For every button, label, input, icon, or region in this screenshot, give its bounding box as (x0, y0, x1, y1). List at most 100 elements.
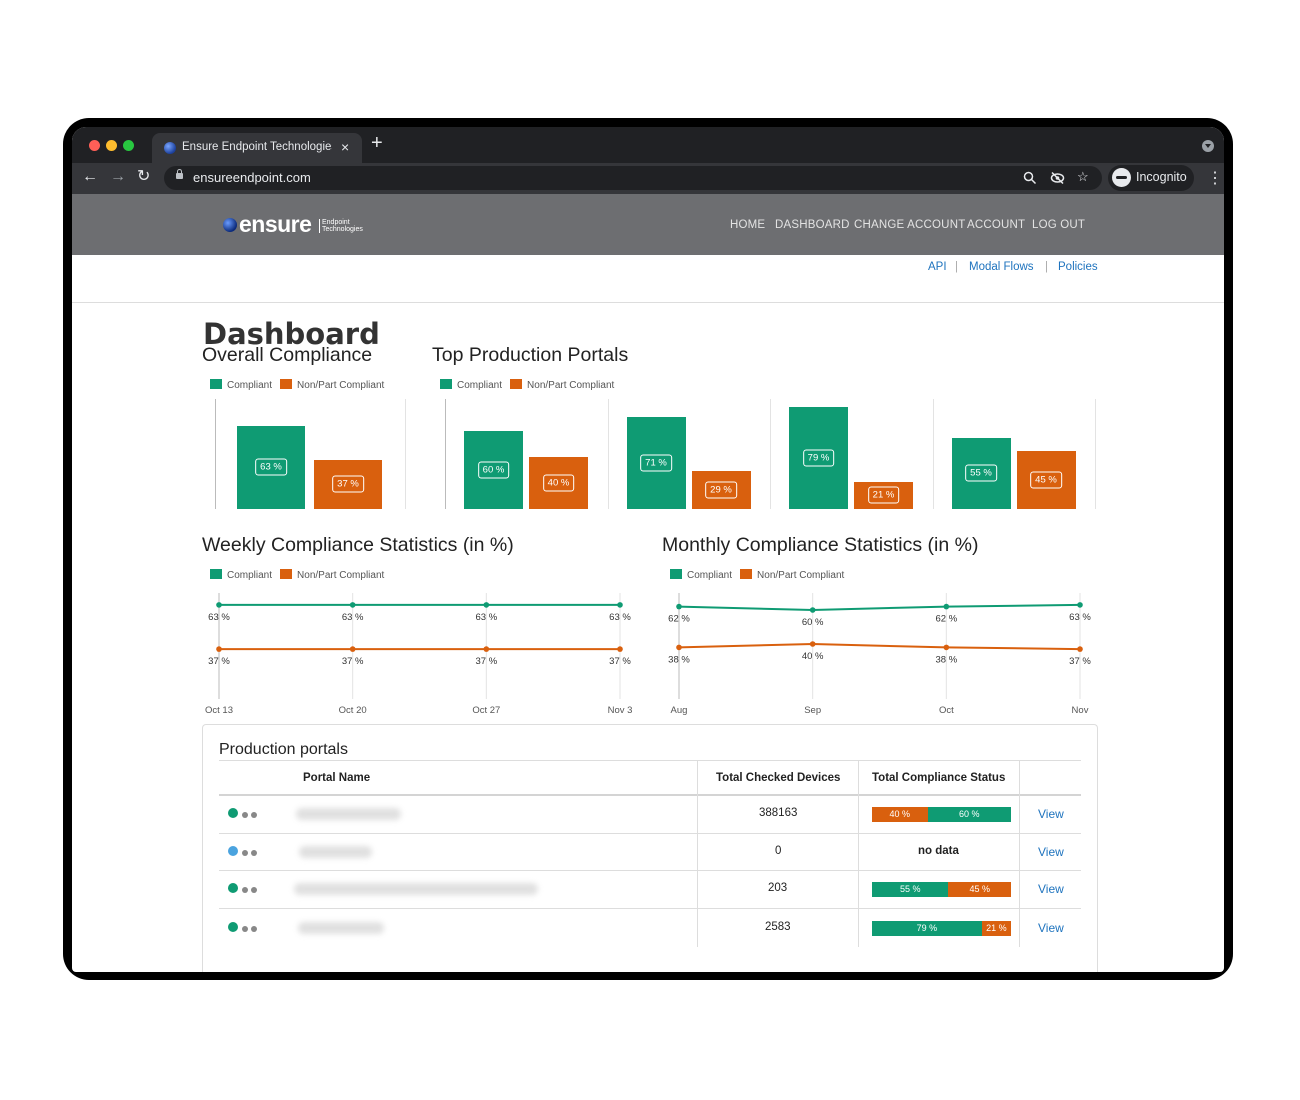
address-bar[interactable]: ensureendpoint.com ☆ (164, 166, 1102, 190)
legend-noncompliant: Non/Part Compliant (527, 380, 615, 391)
close-window-icon[interactable] (89, 140, 100, 151)
divider (72, 302, 1224, 303)
reload-icon[interactable]: ↻ (137, 168, 151, 185)
status-segment-compliant: 79 % (872, 921, 982, 936)
bar-noncompliant[interactable]: 40 % (529, 457, 588, 509)
zoom-icon[interactable] (1023, 171, 1037, 185)
legend-swatch-noncompliant (280, 569, 293, 579)
status-dot-icon (242, 926, 248, 932)
status-segment-compliant: 55 % (872, 882, 949, 897)
data-point (483, 646, 490, 652)
data-point (676, 644, 682, 651)
data-point (943, 644, 950, 651)
status-segment-compliant: 60 % (927, 807, 1011, 822)
monthly-stats-chart: Aug Sep Oct Nov 62 % 60 % 62 % 63 % 38 % 40 % 38 %… (668, 593, 1091, 716)
link-modal-flows[interactable]: Modal Flows (969, 261, 1034, 273)
bar-compliant[interactable]: 60 % (464, 431, 523, 509)
weekly-stats-chart: Oct 13 Oct 20 Oct 27 Nov 3 63 % 63 % 63 % 63 % 3… (205, 593, 633, 716)
bar-value-label: 55 % (965, 464, 997, 482)
browser-toolbar: ← → ↻ ensureendpoint.com ☆ Incognito ⋮ (72, 163, 1224, 194)
link-policies[interactable]: Policies (1058, 261, 1098, 273)
data-label: 62 % (936, 614, 958, 625)
back-arrow-icon[interactable]: ← (82, 168, 98, 185)
bar-compliant[interactable]: 79 % (789, 406, 848, 509)
forward-arrow-icon[interactable]: → (110, 168, 126, 185)
site-favicon-icon (164, 142, 176, 154)
eye-off-icon[interactable] (1050, 171, 1065, 185)
table-top-border (219, 760, 1081, 761)
data-point (676, 603, 682, 610)
bar-compliant[interactable]: 63 % (237, 425, 305, 509)
legend-swatch-noncompliant (280, 379, 293, 389)
data-label: 38 % (936, 654, 958, 665)
view-link[interactable]: View (1038, 882, 1064, 896)
chart-axis (215, 399, 216, 509)
status-dot-icon (228, 883, 238, 893)
data-point (216, 646, 222, 652)
link-api[interactable]: API (928, 261, 947, 273)
bar-noncompliant[interactable]: 37 % (314, 459, 382, 509)
table-row-divider (219, 870, 1081, 871)
overall-compliance-legend: Compliant Non/Part Compliant (210, 379, 384, 391)
star-icon[interactable]: ☆ (1077, 169, 1089, 184)
browser-menu-icon[interactable]: ⋮ (1207, 170, 1223, 187)
nav-log-out[interactable]: LOG OUT (1032, 219, 1086, 231)
view-link[interactable]: View (1038, 845, 1064, 859)
data-point (349, 602, 356, 608)
data-label: 62 % (668, 614, 690, 625)
chart-gridline (607, 399, 609, 509)
data-label: 60 % (802, 617, 824, 628)
compliance-status-bar: 40 % 60 % (872, 807, 1011, 822)
monthly-stats-title: Monthly Compliance Statistics (in %) (662, 534, 979, 556)
chart-gridline (1095, 399, 1096, 509)
header-total-checked-devices[interactable]: Total Checked Devices (716, 772, 841, 784)
status-dot-icon (251, 812, 257, 818)
tab-close-icon[interactable]: × (341, 139, 350, 155)
data-point (349, 646, 356, 652)
new-tab-button[interactable]: + (371, 132, 383, 154)
status-segment-noncompliant: 21 % (981, 921, 1011, 936)
legend-swatch-compliant (670, 569, 682, 579)
line-compliant (678, 603, 1081, 612)
logo-wordmark[interactable]: ensure (239, 211, 312, 237)
redacted-portal-name (296, 808, 401, 820)
bar-compliant[interactable]: 55 % (951, 437, 1011, 509)
data-point (483, 602, 490, 608)
data-point (1077, 646, 1083, 652)
bar-compliant[interactable]: 71 % (626, 417, 686, 509)
data-point (809, 641, 816, 647)
nav-account[interactable]: ACCOUNT (967, 219, 1026, 231)
nav-home[interactable]: HOME (730, 219, 766, 231)
bar-noncompliant[interactable]: 45 % (1016, 450, 1076, 509)
tab-title: Ensure Endpoint Technologies (182, 141, 332, 153)
url-text[interactable]: ensureendpoint.com (193, 170, 311, 185)
x-tick-label: Nov 3 (608, 705, 633, 716)
view-link[interactable]: View (1038, 807, 1064, 821)
legend-compliant: Compliant (687, 570, 733, 581)
lock-icon (176, 169, 183, 179)
devices-count: 388163 (759, 807, 798, 819)
bar-noncompliant[interactable]: 21 % (854, 481, 913, 509)
bar-value-label: 37 % (332, 475, 364, 493)
x-tick-label: Oct (939, 705, 954, 716)
tab-search-icon[interactable] (1202, 140, 1214, 152)
browser-tab[interactable]: Ensure Endpoint Technologies × (152, 133, 362, 163)
browser-window: Ensure Endpoint Technologies × + ← → ↻ e… (72, 127, 1224, 972)
view-link[interactable]: View (1038, 921, 1064, 935)
data-label: 37 % (476, 656, 498, 667)
bar-noncompliant[interactable]: 29 % (691, 471, 751, 509)
header-portal-name[interactable]: Portal Name (303, 772, 371, 784)
data-label: 63 % (476, 612, 498, 623)
nav-dashboard[interactable]: DASHBOARD (775, 219, 850, 231)
incognito-profile-button[interactable]: Incognito (1108, 165, 1194, 191)
legend-swatch-compliant (210, 569, 222, 579)
nav-change-account[interactable]: CHANGE ACCOUNT (854, 219, 966, 231)
maximize-window-icon[interactable] (123, 140, 134, 151)
chart-gridline (405, 399, 406, 509)
redacted-portal-name (294, 883, 538, 895)
bar-value-label: 21 % (867, 486, 900, 504)
link-separator: | (955, 261, 958, 273)
header-total-compliance-status[interactable]: Total Compliance Status (872, 772, 1006, 784)
minimize-window-icon[interactable] (106, 140, 117, 151)
production-portals-title: Production portals (219, 741, 348, 758)
